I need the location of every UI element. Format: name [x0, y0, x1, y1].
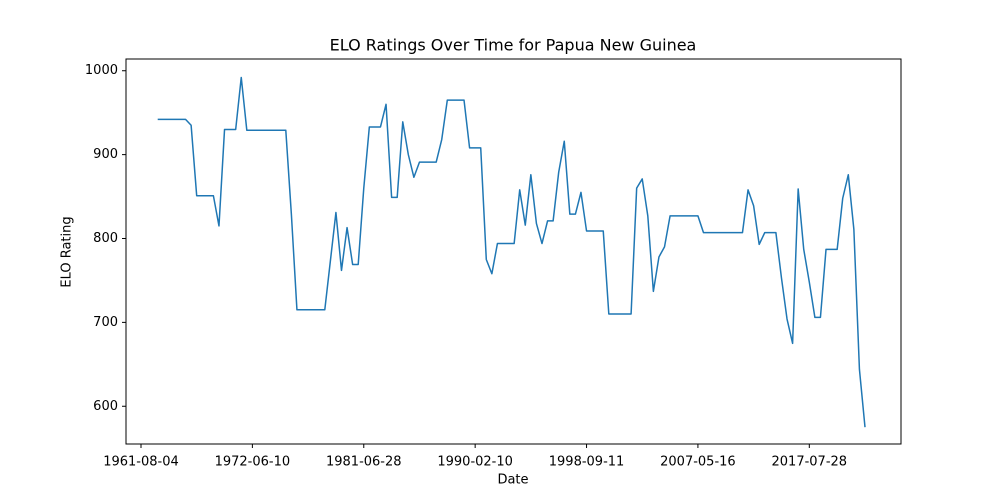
x-tick-label: 2017-07-28 [772, 455, 848, 470]
y-tick-label: 800 [93, 231, 118, 246]
x-tick-label: 1990-02-10 [437, 455, 513, 470]
plot-frame [125, 58, 902, 445]
y-axis-label: ELO Rating [60, 216, 75, 287]
y-tick-label: 600 [93, 399, 118, 414]
data-line [157, 76, 866, 428]
chart-title: ELO Ratings Over Time for Papua New Guin… [330, 36, 697, 55]
x-tick-label: 1961-08-04 [103, 455, 179, 470]
x-tick-label: 1972-06-10 [215, 455, 291, 470]
x-tick-label: 2007-05-16 [660, 455, 736, 470]
y-tick-label: 700 [93, 315, 118, 330]
x-tick-label: 1998-09-11 [549, 455, 625, 470]
x-tick-label: 1981-06-28 [326, 455, 402, 470]
x-axis-label: Date [497, 473, 528, 488]
y-tick-label: 1000 [85, 63, 118, 78]
y-tick-label: 900 [93, 147, 118, 162]
